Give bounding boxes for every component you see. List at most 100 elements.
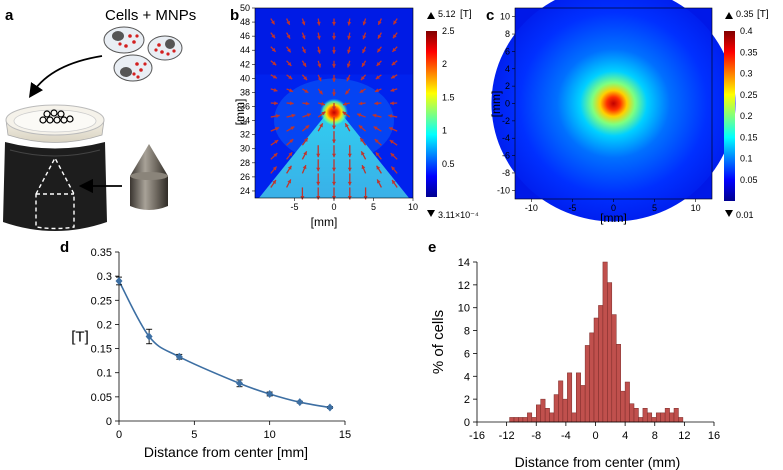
panel-c-colorbar-unit: [T] bbox=[757, 9, 769, 20]
panel-b-arrowhead bbox=[287, 61, 292, 66]
panel-e-bar bbox=[673, 408, 679, 423]
panel-c-x-axis-label: [mm] bbox=[600, 211, 627, 225]
panel-e-bar bbox=[553, 394, 559, 423]
panel-e-bar bbox=[540, 398, 546, 423]
panel-d-ytick-label: 0.2 bbox=[97, 319, 112, 331]
panel-b-arrowhead bbox=[287, 179, 291, 184]
panel-b-arrowhead bbox=[332, 153, 336, 158]
panel-d-xtick-label: 5 bbox=[191, 429, 197, 441]
panel-e-xtick-label: 16 bbox=[708, 430, 720, 442]
panel-b-arrowhead bbox=[317, 77, 322, 82]
panel-b-arrowhead bbox=[316, 167, 321, 172]
panel-e-ytick-label: 8 bbox=[464, 326, 470, 338]
panel-c-colorbar-max: 0.35 bbox=[736, 9, 754, 19]
panel-c-colorbar bbox=[724, 31, 735, 201]
panel-a-illustration: a Cells + MNPs bbox=[3, 7, 196, 231]
panel-e-ytick-label: 2 bbox=[464, 394, 470, 406]
panel-b-arrowhead bbox=[286, 20, 290, 25]
panel-e-xtick-label: -12 bbox=[499, 430, 515, 442]
panel-b-arrowhead bbox=[321, 111, 326, 116]
panel-b-colorbar-tick: 2 bbox=[442, 59, 447, 69]
panel-b-xtick-label: -5 bbox=[290, 202, 298, 212]
panel-b-arrowhead bbox=[332, 22, 336, 26]
panel-c-field-spot bbox=[491, 0, 736, 222]
panel-label-c: c bbox=[486, 7, 494, 24]
panel-d-plot-area: 0 0.05 0.1 0.15 0.2 0.25 0.3 0.35 0 5 10 15 bbox=[91, 247, 352, 441]
panel-b-arrowhead bbox=[316, 181, 321, 186]
panel-b-ytick-label: 44 bbox=[240, 45, 250, 55]
panel-b-ytick-label: 40 bbox=[240, 73, 250, 83]
panel-b-ytick-label: 36 bbox=[240, 102, 250, 112]
panel-b-arrowhead bbox=[377, 48, 382, 53]
panel-b-arrowhead bbox=[362, 49, 366, 54]
panel-e-bar bbox=[531, 417, 537, 423]
panel-d-ytick-label: 0.35 bbox=[91, 247, 112, 259]
panel-c-colorbar-tick: 0.25 bbox=[740, 90, 758, 100]
panel-e-bar bbox=[664, 408, 670, 423]
panel-b-arrowhead bbox=[362, 21, 367, 26]
panel-b-arrowhead bbox=[316, 195, 321, 200]
panel-b-arrowhead bbox=[372, 113, 377, 118]
panel-b-arrowhead bbox=[301, 35, 306, 40]
panel-b-ytick-label: 30 bbox=[240, 144, 250, 154]
panel-b-colorbar-max: 5.12 bbox=[438, 9, 456, 19]
panel-b-arrowhead bbox=[361, 62, 366, 67]
panel-b-arrowhead bbox=[390, 153, 395, 157]
panel-c-ytick-label: 2 bbox=[505, 81, 510, 91]
panel-b-arrowhead bbox=[316, 35, 321, 40]
panel-b-colorbar bbox=[426, 31, 437, 197]
steel-conical-tip bbox=[130, 144, 168, 210]
panel-b-arrowhead bbox=[347, 21, 352, 26]
panel-c-ytick-label: 0 bbox=[505, 99, 510, 109]
panel-e-bar bbox=[633, 408, 639, 423]
panel-b-arrowhead bbox=[275, 127, 280, 131]
panel-b-min-marker bbox=[427, 210, 435, 217]
panel-b-arrowhead bbox=[358, 125, 363, 130]
panel-b-arrowhead bbox=[362, 35, 367, 40]
panel-b-arrowhead bbox=[377, 34, 382, 39]
panel-d-ytick-label: 0 bbox=[106, 416, 112, 428]
panel-b-arrowhead bbox=[392, 34, 397, 39]
panel-b-ytick-label: 48 bbox=[240, 17, 250, 27]
panel-d-xtick-label: 15 bbox=[339, 429, 351, 441]
panel-c-xtick-label: -5 bbox=[568, 203, 576, 213]
panel-e-bar bbox=[522, 417, 528, 423]
panel-c-ytick-label: -4 bbox=[502, 133, 510, 143]
panel-d-data-point bbox=[296, 398, 304, 407]
panel-label-d: d bbox=[60, 239, 69, 256]
panel-e-xtick-label: -16 bbox=[469, 430, 485, 442]
panel-d-ytick-label: 0.3 bbox=[97, 271, 112, 283]
panel-b-colorbar-tick: 2.5 bbox=[442, 26, 455, 36]
panel-b-arrowhead bbox=[274, 101, 278, 106]
panel-d-series-line bbox=[118, 280, 331, 409]
panel-e-bar bbox=[584, 345, 590, 423]
panel-e-ytick-label: 0 bbox=[464, 417, 470, 429]
panel-b-arrowhead bbox=[388, 127, 393, 131]
panel-c-plot-area: -10 -8 -6 -4 -2 0 2 4 6 8 10 -10 -5 0 5 10 0.05 0.1 0.15 0.… bbox=[491, 0, 758, 222]
panel-b-arrowhead bbox=[373, 126, 378, 131]
panel-e-bar bbox=[567, 372, 573, 423]
panel-e-ytick-label: 6 bbox=[464, 348, 470, 360]
panel-e-histogram: e 0 2 4 6 8 10 12 14 -16 -12 -8 -4 0 4 8 12 16 Distance … bbox=[428, 239, 720, 470]
panel-b-ytick-label: 50 bbox=[240, 3, 250, 13]
panel-e-xtick-label: 8 bbox=[652, 430, 658, 442]
panel-e-x-axis-label: Distance from center (mm) bbox=[515, 454, 681, 470]
panel-b-ytick-label: 24 bbox=[240, 186, 250, 196]
panel-b-arrowhead bbox=[393, 20, 397, 25]
panel-b-arrowhead bbox=[376, 61, 381, 66]
panel-b-arrowhead bbox=[288, 75, 293, 80]
panel-b-arrowhead bbox=[289, 88, 294, 93]
panel-b-arrowhead bbox=[274, 140, 279, 144]
panel-b-colorbar-min: 3.11×10⁻⁴ bbox=[438, 210, 479, 220]
panel-b-colorbar-tick: 1.5 bbox=[442, 92, 455, 102]
panel-b-arrowhead bbox=[342, 111, 347, 116]
panel-b-arrowhead bbox=[273, 153, 278, 157]
panel-b-arrowhead bbox=[346, 77, 351, 82]
panel-b-arrowhead bbox=[345, 90, 350, 95]
cells-to-dish-arrow bbox=[28, 55, 103, 98]
panel-label-b: b bbox=[230, 7, 239, 24]
panel-b-arrowhead bbox=[377, 179, 381, 184]
panel-c-colorbar-tick: 0.15 bbox=[740, 132, 758, 142]
panel-c-colorbar-min: 0.01 bbox=[736, 210, 754, 220]
panel-b-arrowhead bbox=[374, 101, 379, 106]
